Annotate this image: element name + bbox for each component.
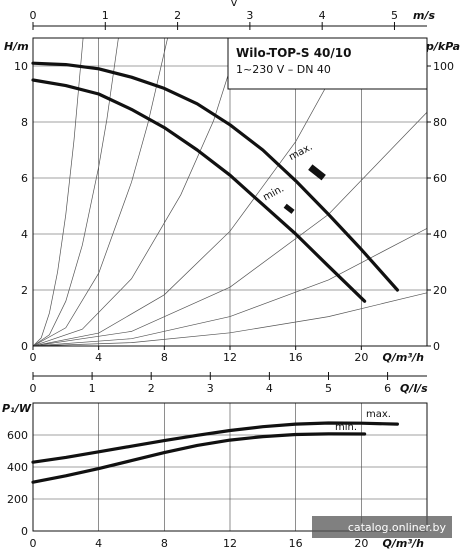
title-box [227, 37, 428, 90]
flow-ls-tick-label: 5 [325, 382, 332, 395]
system-curve [33, 38, 241, 346]
system-curve [33, 38, 354, 346]
x-axis-label: Q/m³/h [383, 537, 425, 550]
y-tick-label: 2 [21, 284, 28, 297]
velocity-tick-label: 4 [319, 9, 326, 22]
power-label-min: min. [335, 422, 357, 433]
y-tick-label: 6 [21, 172, 28, 185]
flow-ls-tick-label: 1 [89, 382, 96, 395]
system-curve [33, 292, 427, 346]
x-tick-label: 16 [289, 537, 303, 550]
speed-marker-max [308, 164, 326, 181]
x-tick-label: 8 [161, 537, 168, 550]
system-curve [33, 38, 168, 346]
velocity-symbol: v [231, 0, 238, 9]
pressure-tick-label: 100 [433, 60, 454, 73]
flow-ls-tick-label: 2 [148, 382, 155, 395]
chart-title: Wilo-TOP-S 40/10 [236, 46, 351, 60]
x-tick-label: 4 [95, 351, 102, 364]
x-tick-label: 12 [223, 351, 237, 364]
pressure-tick-label: 20 [433, 284, 447, 297]
chart-subtitle: 1~230 V – DN 40 [236, 63, 331, 76]
x-tick-label: 16 [289, 351, 303, 364]
system-curve [33, 228, 427, 346]
flow-ls-tick-label: 4 [266, 382, 273, 395]
x-tick-label: 0 [30, 537, 37, 550]
velocity-tick-label: 1 [102, 9, 109, 22]
power-axis-label: P₁/W [2, 402, 32, 415]
y-tick-label: 8 [21, 116, 28, 129]
pressure-tick-label: 60 [433, 172, 447, 185]
pump-curve-panel: max.min.0 4 8 12 16 20 Q/m³/h0 1 2 3 4 5 m/sv0246810… [4, 0, 460, 364]
system-curves [33, 38, 427, 346]
flow-ls-tick-label: 0 [30, 382, 37, 395]
system-curve [33, 38, 84, 346]
curve-label: min. [261, 183, 286, 203]
flow-ls-tick-label: 3 [207, 382, 214, 395]
power-label-max: max. [366, 409, 391, 420]
velocity-tick-label: 2 [174, 9, 181, 22]
x-tick-label: 4 [95, 537, 102, 550]
watermark-background [312, 516, 452, 538]
x-tick-label: 20 [354, 351, 368, 364]
flow-ls-axis-label: Q/l/s [400, 382, 428, 395]
speed-marker-min [283, 203, 295, 214]
velocity-tick-label: 5 [391, 9, 398, 22]
y-axis-label: H/m [4, 40, 29, 53]
x-axis-label: Q/m³/h [383, 351, 425, 364]
y-tick-label: 400 [7, 461, 28, 474]
pressure-tick-label: 80 [433, 116, 447, 129]
power-curve-min [31, 432, 367, 484]
power-consumption-panel: max.min.0 4 8 12 16 20 Q/m³/h0 1 2 3 4 5 6 Q/l/s02004… [2, 372, 428, 550]
marker-block [283, 203, 295, 214]
marker-block [308, 164, 326, 181]
x-tick-label: 8 [161, 351, 168, 364]
y-tick-label: 10 [14, 60, 28, 73]
y-tick-label: 4 [21, 228, 28, 241]
pump-curve-min [31, 78, 367, 303]
velocity-axis-label: m/s [413, 9, 435, 22]
curve-label: max. [287, 142, 314, 163]
x-tick-label: 20 [354, 537, 368, 550]
velocity-tick-label: 3 [246, 9, 253, 22]
y-tick-label: 0 [21, 525, 28, 538]
system-curve [33, 111, 427, 346]
system-curve [33, 38, 119, 346]
power-curve-max [31, 421, 399, 464]
x-tick-label: 12 [223, 537, 237, 550]
flow-ls-tick-label: 6 [384, 382, 391, 395]
pressure-tick-label: 0 [433, 340, 440, 353]
x-tick-label: 0 [30, 351, 37, 364]
y-tick-label: 0 [21, 340, 28, 353]
pressure-tick-label: 40 [433, 228, 447, 241]
pressure-axis-label: p/kPa [425, 40, 460, 53]
watermark: catalog.onliner.by [348, 521, 447, 534]
y-tick-label: 600 [7, 429, 28, 442]
plot-frame-lower [32, 402, 428, 532]
velocity-tick-label: 0 [30, 9, 37, 22]
y-tick-label: 200 [7, 493, 28, 506]
pump-curve-max [31, 61, 399, 292]
